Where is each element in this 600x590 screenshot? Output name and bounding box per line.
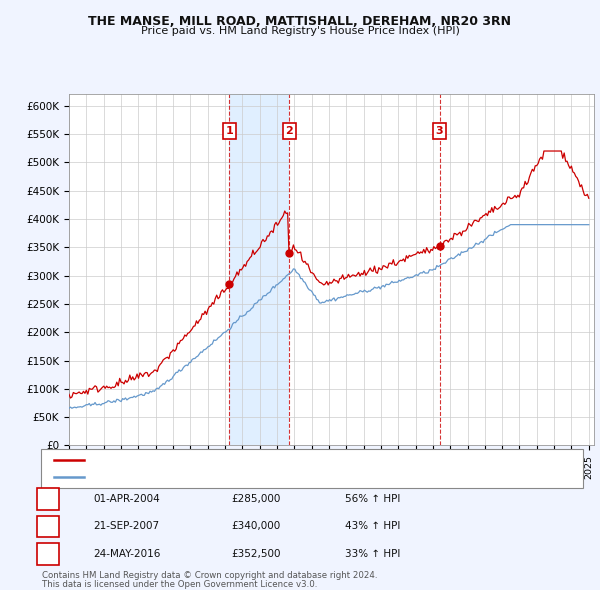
Text: HPI: Average price, detached house, Breckland: HPI: Average price, detached house, Brec… (90, 472, 313, 481)
Text: THE MANSE, MILL ROAD, MATTISHALL, DEREHAM, NR20 3RN (detached house): THE MANSE, MILL ROAD, MATTISHALL, DEREHA… (90, 456, 461, 465)
Text: 01-APR-2004: 01-APR-2004 (93, 494, 160, 503)
Text: Price paid vs. HM Land Registry's House Price Index (HPI): Price paid vs. HM Land Registry's House … (140, 26, 460, 36)
Text: 2: 2 (286, 126, 293, 136)
Text: Contains HM Land Registry data © Crown copyright and database right 2024.: Contains HM Land Registry data © Crown c… (42, 571, 377, 581)
Text: £340,000: £340,000 (231, 522, 280, 531)
Text: 24-MAY-2016: 24-MAY-2016 (93, 549, 160, 559)
Text: 3: 3 (436, 126, 443, 136)
Text: 3: 3 (44, 549, 52, 559)
Text: 2: 2 (44, 522, 52, 531)
Text: 1: 1 (44, 494, 52, 503)
Text: This data is licensed under the Open Government Licence v3.0.: This data is licensed under the Open Gov… (42, 579, 317, 589)
Text: 21-SEP-2007: 21-SEP-2007 (93, 522, 159, 531)
Bar (229, 94, 289, 445)
Text: 56% ↑ HPI: 56% ↑ HPI (345, 494, 400, 503)
Text: 33% ↑ HPI: 33% ↑ HPI (345, 549, 400, 559)
Text: £285,000: £285,000 (231, 494, 280, 503)
Text: THE MANSE, MILL ROAD, MATTISHALL, DEREHAM, NR20 3RN: THE MANSE, MILL ROAD, MATTISHALL, DEREHA… (89, 15, 511, 28)
Text: 1: 1 (226, 126, 233, 136)
Text: £352,500: £352,500 (231, 549, 281, 559)
Text: 43% ↑ HPI: 43% ↑ HPI (345, 522, 400, 531)
